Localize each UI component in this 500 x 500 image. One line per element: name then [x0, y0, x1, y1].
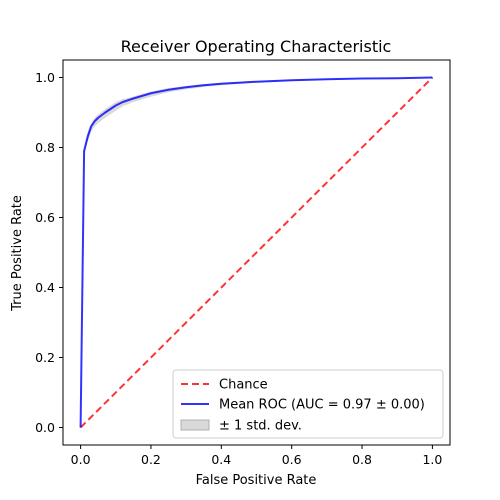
x-tick-label: 0.8	[352, 452, 372, 467]
legend-chance-label: Chance	[219, 378, 268, 393]
axes-frame	[62, 59, 451, 446]
x-tick-label: 0.6	[282, 452, 302, 467]
x-tick-label: 0.4	[211, 452, 231, 467]
x-axis-label: False Positive Rate	[196, 473, 317, 488]
legend-std-dev-label: ± 1 std. dev.	[219, 419, 302, 434]
legend-box	[172, 369, 444, 439]
y-tick-label: 0.2	[35, 350, 55, 365]
x-axis-ticks: 0.0 0.2 0.4 0.6 0.8 1.0	[71, 445, 442, 467]
chart-title: Receiver Operating Characteristic	[121, 37, 392, 56]
plot-area	[79, 76, 434, 429]
x-tick-label: 0.2	[141, 452, 161, 467]
y-axis-label: True Positive Rate	[10, 195, 25, 312]
chance-line	[79, 76, 434, 429]
x-tick-label: 1.0	[422, 452, 442, 467]
y-tick-label: 0.8	[35, 140, 55, 155]
x-tick-label: 0.0	[71, 452, 91, 467]
legend: Chance Mean ROC (AUC = 0.97 ± 0.00) ± 1 st…	[172, 369, 444, 439]
y-tick-label: 0.6	[35, 210, 55, 225]
mean-roc-line	[79, 76, 433, 428]
y-axis-ticks: 0.0 0.2 0.4 0.6 0.8 1.0	[35, 70, 63, 435]
y-tick-label: 1.0	[35, 70, 55, 85]
legend-mean-roc-label: Mean ROC (AUC = 0.97 ± 0.00)	[219, 398, 425, 413]
y-tick-label: 0.4	[35, 280, 55, 295]
y-tick-label: 0.0	[35, 420, 55, 435]
legend-std-dev-marker	[180, 419, 210, 431]
